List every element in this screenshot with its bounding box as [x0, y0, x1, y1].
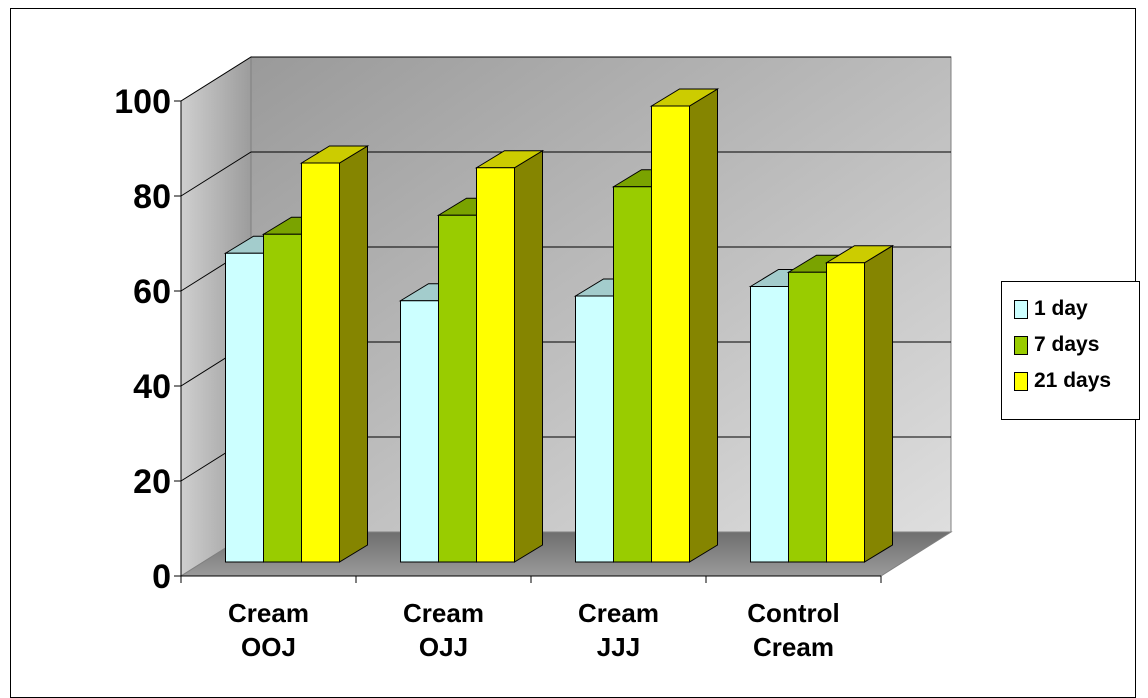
- y-tick-label: 40: [133, 368, 171, 406]
- bar-chart: 0 20 40 60 80 100 Cream OOJ Cream OJJ Cream JJJ Cont…: [114, 56, 953, 662]
- legend-swatch-7-days: [1014, 335, 1028, 355]
- y-tick-label: 20: [133, 463, 171, 501]
- legend-item-21-days: 21 days: [1014, 363, 1139, 399]
- bar-21-days-2: [474, 149, 545, 563]
- legend-label-21-days: 21 days: [1034, 369, 1112, 392]
- bar-21-days-3: [649, 88, 720, 563]
- x-tick-label: Cream JJJ: [578, 598, 659, 662]
- x-tick-label: Control Cream: [747, 598, 839, 662]
- bar-21-days-1: [299, 145, 370, 563]
- gridline: [180, 56, 951, 102]
- legend-item-1-day: 1 day: [1014, 291, 1139, 327]
- y-tick-label: 80: [133, 178, 171, 216]
- y-tick-label: 0: [152, 558, 171, 596]
- x-tick-label: Cream OOJ: [228, 598, 309, 662]
- legend-item-7-days: 7 days: [1014, 327, 1139, 363]
- legend-swatch-1-day: [1014, 299, 1028, 319]
- legend-label-1-day: 1 day: [1034, 297, 1088, 320]
- legend-label-7-days: 7 days: [1034, 333, 1100, 356]
- legend: 1 day 7 days 21 days: [1001, 281, 1140, 420]
- y-tick-label: 60: [133, 273, 171, 311]
- y-tick-label: 100: [114, 83, 171, 121]
- x-tick-label: Cream OJJ: [403, 598, 484, 662]
- legend-swatch-21-days: [1014, 371, 1028, 391]
- bar-21-days-4: [824, 244, 895, 563]
